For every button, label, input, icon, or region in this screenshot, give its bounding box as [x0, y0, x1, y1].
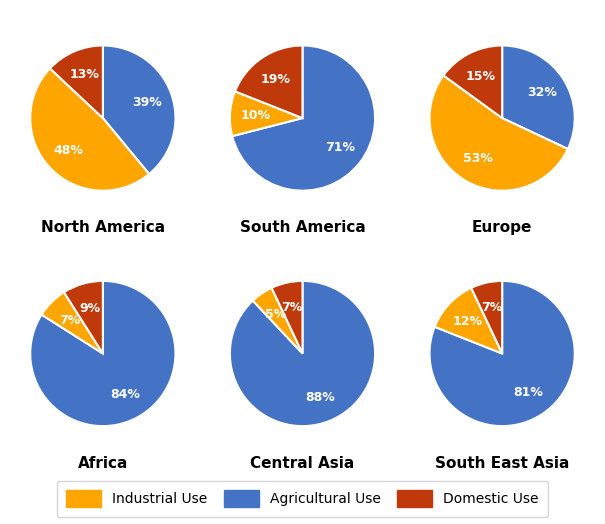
Text: 9%: 9% [79, 302, 100, 315]
Text: 48%: 48% [53, 144, 83, 157]
Legend: Industrial Use, Agricultural Use, Domestic Use: Industrial Use, Agricultural Use, Domest… [56, 481, 549, 517]
Text: South East Asia: South East Asia [435, 456, 569, 471]
Wedge shape [30, 281, 175, 426]
Wedge shape [103, 46, 175, 174]
Wedge shape [434, 288, 502, 354]
Text: 7%: 7% [281, 301, 303, 314]
Text: North America: North America [41, 220, 165, 235]
Text: 81%: 81% [514, 386, 544, 399]
Text: 10%: 10% [240, 108, 270, 122]
Wedge shape [471, 281, 502, 354]
Wedge shape [232, 46, 375, 191]
Text: 7%: 7% [59, 314, 80, 326]
Text: 7%: 7% [481, 301, 503, 314]
Wedge shape [502, 46, 575, 149]
Wedge shape [230, 281, 375, 426]
Text: 19%: 19% [261, 72, 291, 85]
Text: 15%: 15% [466, 70, 495, 83]
Text: 32%: 32% [527, 86, 557, 99]
Text: Europe: Europe [472, 220, 532, 235]
Wedge shape [235, 46, 302, 118]
Text: 12%: 12% [453, 315, 483, 328]
Wedge shape [272, 281, 302, 354]
Text: Central Asia: Central Asia [250, 456, 355, 471]
Text: 13%: 13% [69, 68, 99, 81]
Text: South America: South America [240, 220, 365, 235]
Text: 39%: 39% [132, 95, 162, 108]
Text: 88%: 88% [305, 391, 335, 404]
Text: Africa: Africa [77, 456, 128, 471]
Wedge shape [42, 292, 103, 354]
Text: 84%: 84% [111, 388, 140, 401]
Wedge shape [430, 75, 568, 191]
Wedge shape [430, 281, 575, 426]
Wedge shape [443, 46, 502, 118]
Text: 5%: 5% [266, 308, 287, 321]
Text: 71%: 71% [325, 140, 355, 154]
Wedge shape [230, 91, 302, 136]
Wedge shape [50, 46, 103, 118]
Wedge shape [253, 288, 302, 354]
Text: 53%: 53% [463, 152, 493, 165]
Wedge shape [30, 69, 149, 191]
Wedge shape [64, 281, 103, 354]
